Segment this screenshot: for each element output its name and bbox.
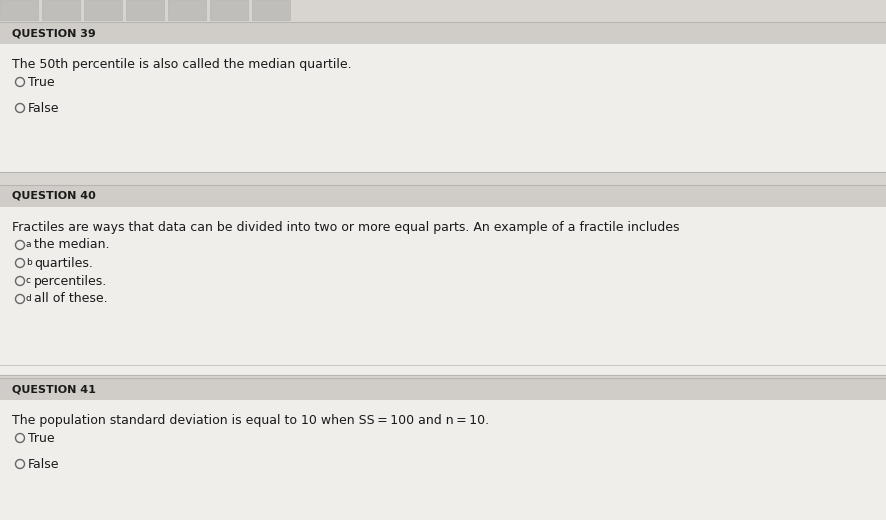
Text: quartiles.: quartiles. [34, 256, 93, 269]
Text: percentiles.: percentiles. [34, 275, 107, 288]
Text: False: False [28, 101, 59, 114]
Text: True: True [28, 432, 55, 445]
Text: a: a [26, 240, 32, 249]
Text: False: False [28, 458, 59, 471]
Text: b: b [26, 258, 32, 267]
Bar [0, 22, 886, 44]
Bar [0, 207, 886, 375]
Bar [0, 185, 886, 207]
Text: Fractiles are ways that data can be divided into two or more equal parts. An exa: Fractiles are ways that data can be divi… [12, 221, 679, 234]
Text: d: d [26, 294, 32, 303]
Bar [0, 0, 38, 20]
Text: QUESTION 41: QUESTION 41 [12, 384, 96, 394]
Bar [0, 378, 886, 400]
Text: QUESTION 39: QUESTION 39 [12, 28, 96, 38]
Bar [167, 0, 206, 20]
Text: c: c [26, 276, 31, 285]
Text: True: True [28, 75, 55, 88]
Text: The population standard deviation is equal to 10 when SS = 100 and n = 10.: The population standard deviation is equ… [12, 414, 488, 427]
Bar [42, 0, 80, 20]
Bar [0, 44, 886, 172]
Bar [0, 0, 886, 20]
Bar [84, 0, 122, 20]
Bar [0, 400, 886, 520]
Text: The 50th percentile is also called the median quartile.: The 50th percentile is also called the m… [12, 58, 351, 71]
Bar [210, 0, 248, 20]
Text: QUESTION 40: QUESTION 40 [12, 191, 96, 201]
Bar [252, 0, 290, 20]
Text: the median.: the median. [34, 239, 109, 252]
Bar [126, 0, 164, 20]
Text: all of these.: all of these. [34, 292, 107, 305]
